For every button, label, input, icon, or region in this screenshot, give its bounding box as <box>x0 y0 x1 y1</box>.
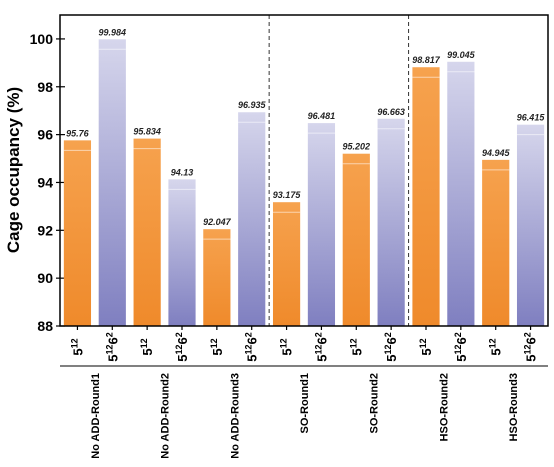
group-label: No ADD-Round2 <box>160 373 172 459</box>
cage-label-8: 512 <box>348 338 364 355</box>
data-label: 95.202 <box>343 142 371 152</box>
group-label: HSO-Round3 <box>508 373 520 441</box>
bar-no-add-round1-0 <box>63 140 92 326</box>
data-label: 99.984 <box>99 27 127 37</box>
bar-no-add-round2-0 <box>133 138 161 326</box>
bar-hso-round3-0 <box>482 159 510 326</box>
bar-no-add-round1-1 <box>98 39 126 326</box>
y-tick-label: 98 <box>37 79 53 95</box>
bar-no-add-round3-1 <box>238 112 266 326</box>
bar-no-add-round3-0 <box>203 229 231 326</box>
bar-hso-round2-1 <box>447 61 475 326</box>
data-label: 96.481 <box>308 111 336 121</box>
cage-label-12: 512 <box>488 338 504 355</box>
data-label: 93.175 <box>273 190 302 200</box>
bar-hso-round3-1 <box>516 124 545 326</box>
group-label: SO-Round2 <box>369 373 381 434</box>
y-tick-label: 96 <box>37 127 53 143</box>
bar-so-round2-1 <box>377 118 405 326</box>
data-label: 96.935 <box>238 100 267 110</box>
cage-label-13: 51262 <box>523 332 539 362</box>
y-tick-label: 90 <box>37 270 53 286</box>
y-tick-label: 94 <box>37 174 53 190</box>
group-label: No ADD-Round1 <box>90 373 102 459</box>
data-label: 94.13 <box>171 167 194 177</box>
bar-no-add-round2-1 <box>168 179 196 326</box>
data-label: 96.415 <box>517 113 546 123</box>
cage-label-3: 51262 <box>174 332 190 362</box>
group-label: SO-Round1 <box>299 373 311 434</box>
cage-label-9: 51262 <box>383 332 399 362</box>
data-label: 95.834 <box>133 127 161 137</box>
cage-label-10: 512 <box>418 338 434 355</box>
data-label: 92.047 <box>203 217 232 227</box>
data-label: 99.045 <box>447 50 476 60</box>
group-label: No ADD-Round3 <box>229 373 241 459</box>
cage-label-7: 51262 <box>313 332 329 362</box>
plot-frame <box>59 14 549 327</box>
cage-label-11: 51262 <box>453 332 469 362</box>
cage-label-6: 512 <box>279 338 295 355</box>
cage-label-5: 51262 <box>244 332 260 362</box>
data-label: 95.76 <box>66 128 90 138</box>
cage-label-4: 512 <box>209 338 225 355</box>
bar-so-round2-0 <box>342 153 370 326</box>
bar-hso-round2-0 <box>412 67 440 327</box>
bar-so-round1-1 <box>307 123 336 326</box>
data-label: 94.945 <box>482 148 511 158</box>
cage-label-1: 51262 <box>104 332 120 362</box>
group-label: HSO-Round2 <box>438 373 450 441</box>
cage-label-2: 512 <box>139 338 155 355</box>
y-axis-title: Cage occupancy (%) <box>4 87 23 253</box>
y-tick-label: 100 <box>30 31 54 47</box>
data-label: 98.817 <box>412 55 441 65</box>
y-tick-label: 92 <box>37 222 53 238</box>
y-tick-label: 88 <box>37 318 53 334</box>
data-label: 96.663 <box>377 107 405 117</box>
bar-so-round1-0 <box>272 202 301 326</box>
cage-label-0: 512 <box>69 338 85 355</box>
